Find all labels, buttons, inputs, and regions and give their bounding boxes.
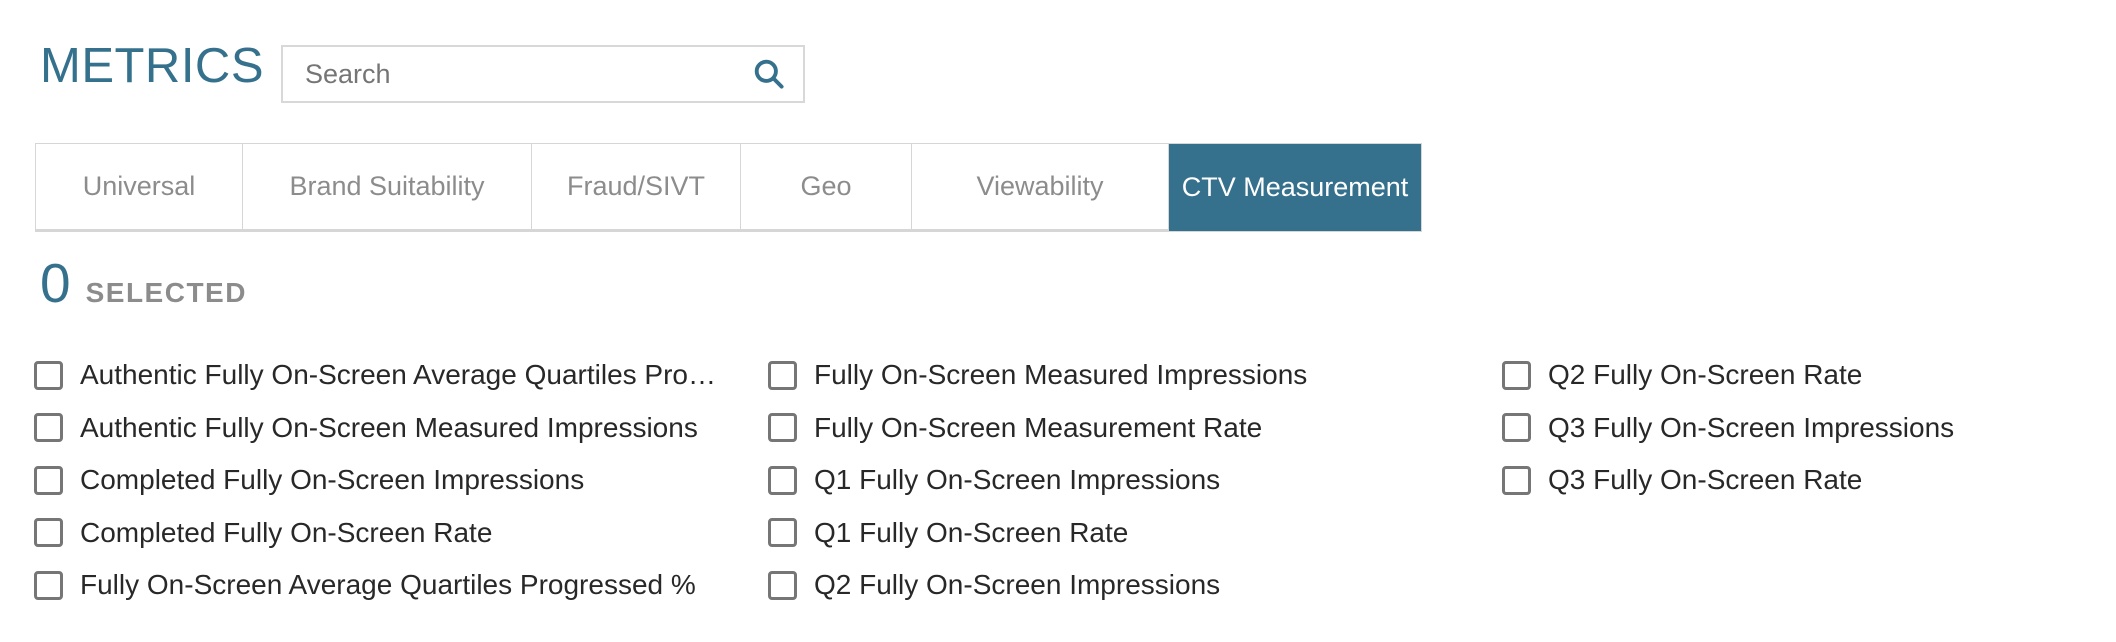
metric-label: Q1 Fully On-Screen Rate [814, 516, 1129, 548]
tab-ctv-measurement[interactable]: CTV Measurement [1168, 143, 1422, 232]
metric-item[interactable]: Q2 Fully On-Screen Rate [1502, 349, 2116, 402]
metric-label: Q1 Fully On-Screen Impressions [814, 464, 1221, 496]
tab-bar: Universal Brand Suitability Fraud/SIVT Geo V… [35, 143, 1422, 232]
metric-label: Fully On-Screen Average Quartiles Progre… [80, 569, 696, 601]
metric-item[interactable]: Q2 Fully On-Screen Impressions [768, 559, 1502, 612]
search-icon[interactable] [751, 56, 787, 92]
metric-label: Q3 Fully On-Screen Impressions [1548, 411, 1955, 443]
metric-checkbox[interactable] [1502, 413, 1531, 443]
metric-checkbox[interactable] [34, 465, 63, 495]
metric-label: Fully On-Screen Measurement Rate [814, 411, 1263, 443]
metric-checkbox[interactable] [768, 570, 797, 600]
metric-label: Authentic Fully On-Screen Measured Impre… [80, 411, 698, 443]
tab-viewability[interactable]: Viewability [911, 143, 1169, 230]
metric-checkbox[interactable] [1502, 465, 1531, 495]
metrics-column: Fully On-Screen Measured Impressions Full… [768, 349, 1502, 612]
search-box [281, 45, 805, 103]
metric-checkbox[interactable] [1502, 360, 1531, 390]
metric-item[interactable]: Completed Fully On-Screen Impressions [34, 454, 768, 507]
metric-checkbox[interactable] [768, 518, 797, 548]
metric-label: Completed Fully On-Screen Impressions [80, 464, 585, 496]
tab-universal[interactable]: Universal [35, 143, 243, 230]
metric-item[interactable]: Fully On-Screen Average Quartiles Progre… [34, 559, 768, 612]
metric-label: Fully On-Screen Measured Impressions [814, 359, 1308, 391]
selection-summary: 0 SELECTED [40, 256, 247, 311]
metric-label: Q3 Fully On-Screen Rate [1548, 464, 1863, 496]
metric-item[interactable]: Q3 Fully On-Screen Impressions [1502, 402, 2116, 455]
metric-item[interactable]: Fully On-Screen Measurement Rate [768, 402, 1502, 455]
selected-count: 0 [40, 252, 71, 314]
tab-geo[interactable]: Geo [740, 143, 912, 230]
metric-checkbox[interactable] [768, 465, 797, 495]
metric-label: Q2 Fully On-Screen Impressions [814, 569, 1221, 601]
metrics-column: Q2 Fully On-Screen Rate Q3 Fully On-Scree… [1502, 349, 2116, 612]
metric-checkbox[interactable] [768, 413, 797, 443]
metric-item[interactable]: Fully On-Screen Measured Impressions [768, 349, 1502, 402]
tab-brand-suitability[interactable]: Brand Suitability [242, 143, 532, 230]
metrics-list: Authentic Fully On-Screen Average Quarti… [34, 349, 2116, 612]
search-input[interactable] [283, 58, 751, 90]
metric-label: Authentic Fully On-Screen Average Quarti… [80, 359, 717, 391]
metric-checkbox[interactable] [34, 570, 63, 600]
metric-item[interactable]: Authentic Fully On-Screen Measured Impre… [34, 402, 768, 455]
tab-fraud-sivt[interactable]: Fraud/SIVT [531, 143, 741, 230]
metric-checkbox[interactable] [34, 518, 63, 548]
metric-label: Completed Fully On-Screen Rate [80, 516, 493, 548]
metric-item[interactable]: Completed Fully On-Screen Rate [34, 507, 768, 560]
metric-checkbox[interactable] [34, 413, 63, 443]
metric-item[interactable]: Authentic Fully On-Screen Average Quarti… [34, 349, 768, 402]
metric-checkbox[interactable] [34, 360, 63, 390]
metric-item[interactable]: Q3 Fully On-Screen Rate [1502, 454, 2116, 507]
page-title: METRICS [40, 39, 264, 93]
selected-label: SELECTED [85, 277, 247, 308]
metric-label: Q2 Fully On-Screen Rate [1548, 359, 1863, 391]
metrics-column: Authentic Fully On-Screen Average Quarti… [34, 349, 768, 612]
metric-item[interactable]: Q1 Fully On-Screen Impressions [768, 454, 1502, 507]
metric-checkbox[interactable] [768, 360, 797, 390]
metric-item[interactable]: Q1 Fully On-Screen Rate [768, 507, 1502, 560]
